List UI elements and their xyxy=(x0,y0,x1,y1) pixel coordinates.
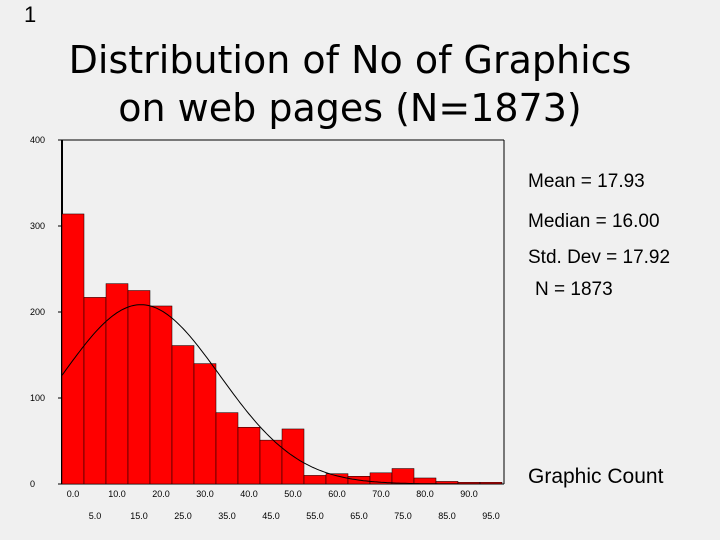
x-tick-label-10.0: 10.0 xyxy=(108,489,126,499)
y-tick-label-400: 400 xyxy=(30,135,45,145)
x-tick-label-40.0: 40.0 xyxy=(240,489,258,499)
x-tick-label-90.0: 90.0 xyxy=(460,489,478,499)
y-tick-label-0: 0 xyxy=(30,479,35,489)
normal-curve xyxy=(61,304,502,485)
stat-std-dev: Std. Dev = 17.92 xyxy=(528,247,671,268)
histogram-bar-40.0 xyxy=(237,426,261,485)
x-tick-label-5.0: 5.0 xyxy=(89,511,102,521)
x-tick-label-65.0: 65.0 xyxy=(350,511,368,521)
histogram-bar-20.0 xyxy=(149,305,173,485)
histogram-bar-75.0 xyxy=(391,468,415,485)
histogram-bar-55.0 xyxy=(303,475,327,485)
x-tick-label-55.0: 55.0 xyxy=(306,511,324,521)
x-tick-label-30.0: 30.0 xyxy=(196,489,214,499)
histogram-bar-60.0 xyxy=(325,473,349,485)
chart-title: Distribution of No of Graphics on web pa… xyxy=(30,36,670,132)
chart-title-line-1: Distribution of No of Graphics xyxy=(68,38,632,82)
x-tick-label-80.0: 80.0 xyxy=(416,489,434,499)
histogram-bar-35.0 xyxy=(215,412,239,485)
stat-median: Median = 16.00 xyxy=(528,211,660,232)
x-tick-label-85.0: 85.0 xyxy=(438,511,456,521)
x-tick-label-20.0: 20.0 xyxy=(152,489,170,499)
histogram-bar-15.0 xyxy=(127,290,151,485)
stat-n: N = 1873 xyxy=(535,279,613,300)
x-tick-label-70.0: 70.0 xyxy=(372,489,390,499)
slide-number: 1 xyxy=(24,2,37,27)
x-tick-label-95.0: 95.0 xyxy=(482,511,500,521)
x-tick-label-25.0: 25.0 xyxy=(174,511,192,521)
histogram-bar-0.0 xyxy=(61,213,85,485)
x-tick-label-45.0: 45.0 xyxy=(262,511,280,521)
x-tick-label-50.0: 50.0 xyxy=(284,489,302,499)
histogram-bar-10.0 xyxy=(105,283,129,485)
histogram-bar-25.0 xyxy=(171,345,195,485)
histogram-bar-80.0 xyxy=(413,477,437,485)
x-tick-label-15.0: 15.0 xyxy=(130,511,148,521)
x-tick-label-35.0: 35.0 xyxy=(218,511,236,521)
x-axis-label: Graphic Count xyxy=(528,465,664,488)
chart-title-line-2: on web pages (N=1873) xyxy=(118,86,582,130)
x-tick-label-0.0: 0.0 xyxy=(67,489,80,499)
y-tick-label-300: 300 xyxy=(30,221,45,231)
x-tick-label-75.0: 75.0 xyxy=(394,511,412,521)
y-tick-label-200: 200 xyxy=(30,307,45,317)
histogram-bar-5.0 xyxy=(83,297,107,485)
x-tick-label-60.0: 60.0 xyxy=(328,489,346,499)
y-tick-label-100: 100 xyxy=(30,393,45,403)
stat-mean: Mean = 17.93 xyxy=(528,171,645,192)
histogram-bar-30.0 xyxy=(193,363,217,485)
histogram-bar-45.0 xyxy=(259,439,283,485)
